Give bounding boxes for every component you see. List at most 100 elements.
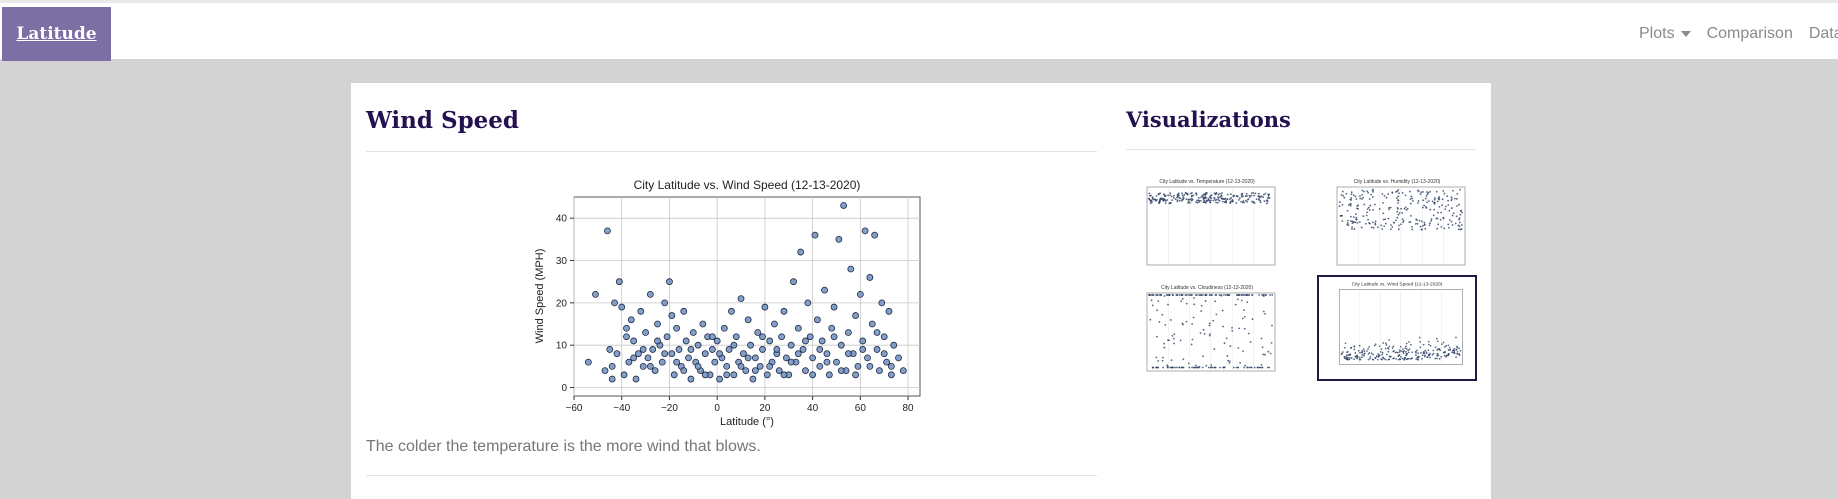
thumbnail-point [1404, 354, 1407, 357]
thumbnail-point [1395, 357, 1397, 360]
thumbnail-point [1443, 227, 1446, 230]
thumbnail-point [1346, 358, 1349, 361]
thumbnail-point [1398, 351, 1401, 353]
thumbnail-point [1343, 196, 1346, 199]
data-point [830, 303, 838, 311]
data-point [825, 371, 833, 379]
thumbnail-point [1381, 353, 1383, 356]
thumbnail-point [1445, 205, 1447, 208]
thumbnail-point [1410, 357, 1413, 360]
thumbnail-point [1225, 337, 1228, 340]
thumbnail-point [1258, 192, 1260, 195]
data-point [618, 303, 626, 311]
thumbnail-point [1388, 208, 1390, 211]
thumbnail-wind-speed[interactable]: City Latitude vs. Wind Speed (12-13-2020… [1317, 275, 1477, 381]
thumbnail-temperature[interactable]: City Latitude vs. Temperature (12-13-202… [1127, 174, 1287, 280]
data-point [606, 346, 614, 353]
thumbnail-point [1426, 201, 1429, 204]
thumbnail-point [1424, 354, 1426, 357]
thumbnail-point [1368, 198, 1371, 200]
thumbnail-point [1374, 220, 1377, 223]
thumbnail-point [1419, 225, 1422, 228]
thumbnail-point [1157, 360, 1160, 362]
thumbnail-point [1346, 222, 1349, 225]
nav-data-link[interactable]: Data [1809, 25, 1838, 43]
thumbnail-point [1419, 193, 1422, 196]
thumbnail-point [1155, 194, 1158, 197]
thumbnail-point [1264, 353, 1266, 356]
data-points [584, 202, 907, 383]
thumbnail-humidity[interactable]: City Latitude vs. Humidity (12-13-2020) [1317, 174, 1477, 280]
nav-plots-dropdown[interactable]: Plots [1639, 25, 1691, 43]
data-point [823, 358, 831, 366]
thumbnail-point [1445, 355, 1447, 358]
thumbnail-point [1246, 200, 1248, 203]
thumbnail-point [1353, 348, 1356, 351]
thumbnail-point [1341, 352, 1343, 355]
data-point [847, 265, 855, 273]
thumbnail-point [1205, 196, 1207, 199]
thumbnail-point [1191, 192, 1193, 194]
data-point [740, 350, 747, 358]
thumbnail-point [1384, 358, 1387, 361]
thumbnail-point [1460, 209, 1463, 212]
thumbnail-point [1349, 203, 1351, 206]
thumbnail-point [1187, 294, 1190, 296]
thumbnail-point [1214, 199, 1217, 202]
thumbnail-point [1195, 364, 1197, 367]
thumbnail-point [1235, 202, 1238, 204]
thumbnail-point [1401, 357, 1404, 360]
chart-title: City Latitude vs. Wind Speed (12-13-2020… [634, 178, 861, 192]
data-point [771, 320, 778, 328]
data-point [899, 367, 907, 374]
thumbnail-point [1438, 196, 1441, 198]
thumbnail-point [1451, 349, 1454, 352]
data-point [887, 371, 895, 379]
thumbnail-point [1184, 294, 1187, 296]
data-point [766, 337, 774, 345]
data-point [811, 231, 819, 239]
data-point [816, 346, 824, 353]
thumbnail-point [1374, 223, 1377, 226]
thumbnail-point [1271, 294, 1274, 296]
thumbnail-point [1151, 196, 1154, 199]
thumbnail-point [1205, 193, 1207, 195]
thumbnail-point [1455, 198, 1458, 200]
thumbnail-point [1441, 204, 1443, 207]
thumbnail-point [1383, 225, 1386, 228]
thumbnail-point [1186, 192, 1189, 195]
thumbnail-point [1204, 300, 1207, 302]
thumbnail-point [1424, 227, 1427, 230]
thumbnail-cloudiness[interactable]: City Latitude vs. Cloudiness (12-13-2020… [1127, 280, 1287, 386]
thumbnail-point [1460, 228, 1463, 230]
thumbnail-point [1448, 209, 1451, 212]
thumbnail-point [1344, 342, 1347, 345]
thumbnail-point [1397, 199, 1400, 202]
thumbnail-point [1437, 223, 1440, 226]
data-point [737, 362, 745, 370]
thumbnail-point [1368, 345, 1371, 348]
thumbnail-point [1250, 366, 1252, 369]
thumbnail-point [1267, 196, 1270, 199]
nav-comparison-link[interactable]: Comparison [1707, 25, 1793, 43]
thumbnail-point [1350, 197, 1353, 199]
thumbnail-point [1395, 219, 1397, 222]
thumbnail-point [1387, 217, 1390, 220]
thumbnail-point [1404, 194, 1407, 197]
data-point [694, 341, 702, 349]
thumbnail-point [1435, 190, 1438, 193]
thumbnail-point [1387, 193, 1390, 196]
thumbnail-point [1417, 202, 1419, 204]
thumbnail-point [1361, 349, 1364, 352]
thumbnail-point [1164, 195, 1167, 197]
data-point [611, 299, 618, 307]
data-point [725, 346, 733, 353]
thumbnail-point [1260, 363, 1263, 366]
thumbnail-point [1150, 299, 1153, 302]
data-point [637, 307, 645, 315]
thumbnail-point [1164, 202, 1167, 205]
thumbnail-point [1163, 342, 1165, 345]
brand-link[interactable]: Latitude [2, 7, 111, 61]
thumbnail-point [1401, 211, 1404, 214]
thumbnail-point [1255, 198, 1258, 201]
